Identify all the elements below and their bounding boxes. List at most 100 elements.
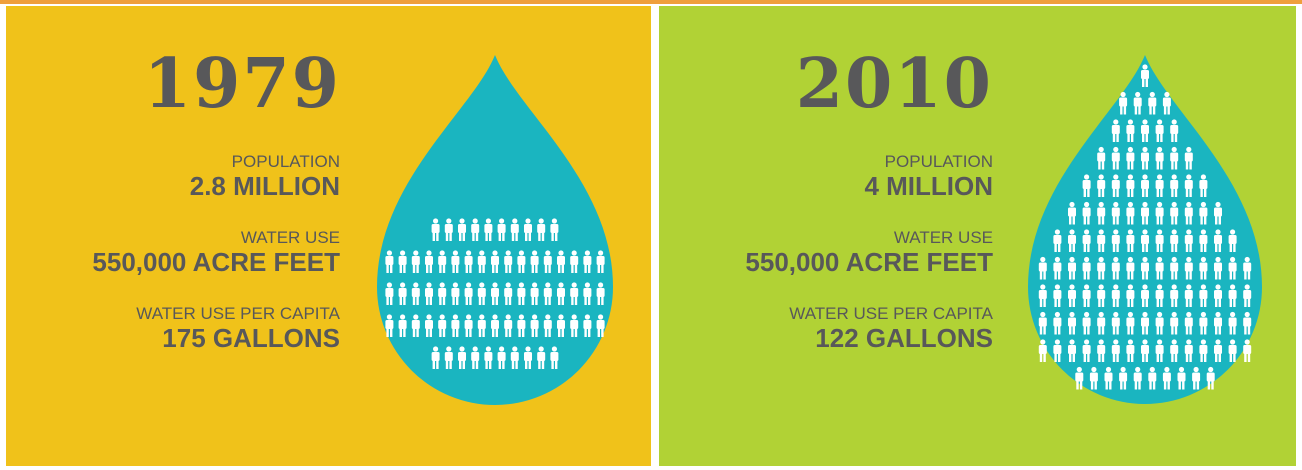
head xyxy=(485,218,491,224)
person-icon xyxy=(1141,284,1149,307)
head xyxy=(1113,201,1119,208)
head xyxy=(1069,201,1075,208)
leg xyxy=(1218,243,1221,252)
body xyxy=(1199,317,1208,327)
leg xyxy=(1072,243,1075,252)
body xyxy=(1228,317,1237,327)
head xyxy=(433,218,439,224)
body xyxy=(1214,317,1222,327)
leg xyxy=(1185,160,1189,170)
leg xyxy=(1218,325,1221,335)
leg xyxy=(555,360,558,369)
head xyxy=(472,346,478,352)
body xyxy=(530,320,539,329)
body xyxy=(1126,180,1135,189)
head xyxy=(1200,256,1206,263)
body xyxy=(1155,345,1164,354)
leg xyxy=(1131,215,1134,225)
leg xyxy=(1127,325,1130,335)
head xyxy=(1186,146,1192,153)
leg xyxy=(561,328,564,337)
head xyxy=(558,282,564,288)
body xyxy=(1243,345,1252,354)
body xyxy=(1206,372,1215,382)
body xyxy=(458,352,466,361)
head xyxy=(1040,339,1046,345)
body xyxy=(1170,235,1179,244)
person-icon xyxy=(398,282,407,305)
water-drop xyxy=(377,55,613,405)
body xyxy=(537,352,546,361)
leg xyxy=(1229,243,1232,252)
leg xyxy=(1244,270,1247,280)
body xyxy=(1141,290,1149,299)
head xyxy=(1149,91,1155,98)
head xyxy=(1157,119,1163,125)
head xyxy=(1215,201,1221,208)
person-icon xyxy=(497,218,506,241)
person-icon xyxy=(385,314,394,337)
person-icon xyxy=(557,314,565,337)
body xyxy=(1111,180,1120,189)
head xyxy=(439,250,445,256)
head xyxy=(1142,64,1148,70)
head xyxy=(1113,146,1119,153)
leg xyxy=(1174,270,1178,280)
leg xyxy=(1142,133,1145,142)
head xyxy=(1127,339,1133,345)
head xyxy=(1113,256,1119,263)
head xyxy=(1084,256,1090,263)
head xyxy=(426,250,432,256)
head xyxy=(538,346,544,352)
head xyxy=(1157,339,1163,345)
person-icon xyxy=(1119,366,1128,390)
drop-graphic xyxy=(377,55,613,405)
leg xyxy=(1218,270,1221,280)
body xyxy=(1228,345,1237,354)
person-icon xyxy=(1206,366,1215,390)
body xyxy=(1126,290,1135,299)
person-icon xyxy=(1243,339,1252,362)
body xyxy=(543,288,552,297)
body xyxy=(1097,345,1106,354)
person-icon xyxy=(1199,339,1208,362)
leg xyxy=(482,328,485,337)
leg xyxy=(525,360,528,369)
leg xyxy=(489,360,492,369)
leg xyxy=(1189,353,1192,362)
body xyxy=(398,320,407,329)
person-icon xyxy=(484,218,493,241)
person-icon xyxy=(1199,229,1208,252)
head xyxy=(598,314,604,320)
body xyxy=(1155,290,1164,299)
leg xyxy=(1098,188,1101,197)
head xyxy=(518,250,524,256)
leg xyxy=(502,232,505,241)
body xyxy=(1192,372,1201,382)
head xyxy=(452,314,458,320)
stat: WATER USE PER CAPITA 122 GALLONS xyxy=(745,304,993,352)
leg xyxy=(1101,215,1105,225)
leg xyxy=(1174,325,1178,335)
leg xyxy=(1083,298,1086,307)
body xyxy=(1053,262,1062,272)
leg xyxy=(1112,215,1116,225)
leg xyxy=(518,264,521,273)
head xyxy=(386,282,392,288)
body xyxy=(570,288,579,297)
leg xyxy=(1200,270,1203,280)
leg xyxy=(1112,325,1116,335)
leg xyxy=(1247,325,1251,335)
leg xyxy=(1098,215,1101,225)
person-icon xyxy=(477,250,486,273)
leg xyxy=(1189,188,1192,197)
leg xyxy=(1156,298,1159,307)
head xyxy=(1040,284,1046,290)
head xyxy=(505,314,511,320)
leg xyxy=(1087,188,1090,197)
leg xyxy=(1160,325,1163,335)
body xyxy=(1068,235,1076,244)
leg xyxy=(1215,270,1218,280)
leg xyxy=(1160,353,1163,362)
head xyxy=(1127,146,1133,153)
